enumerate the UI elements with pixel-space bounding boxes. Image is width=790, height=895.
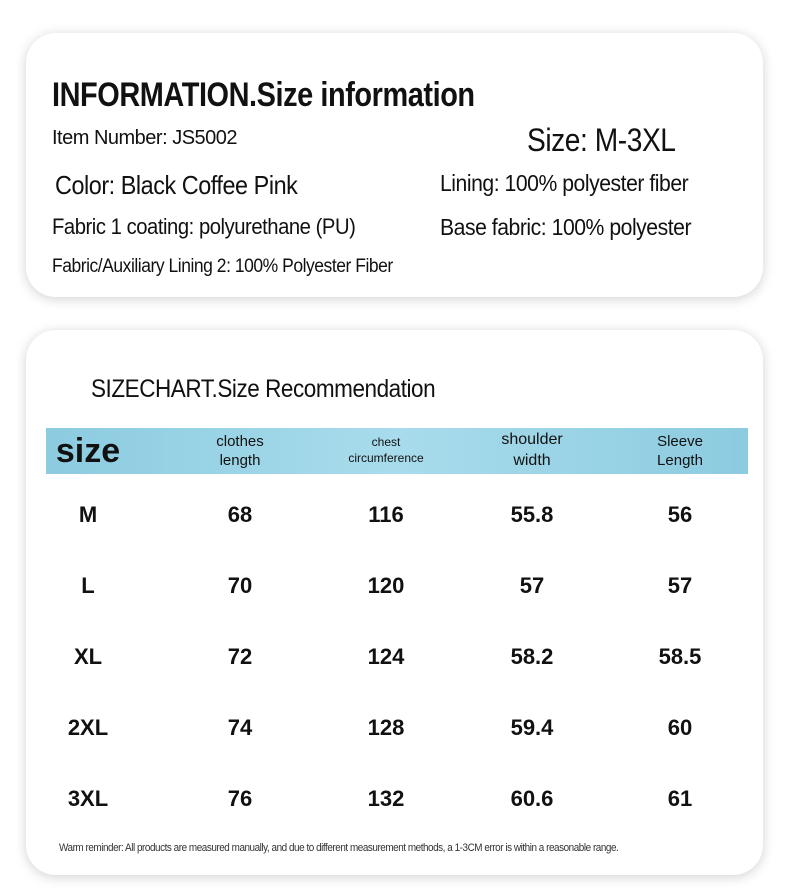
- table-cell: 72: [227, 644, 253, 669]
- column-header: clothes length: [216, 432, 264, 470]
- table-cell: 57: [519, 573, 545, 598]
- table-cell: 60: [667, 715, 693, 740]
- table-cell: M: [78, 502, 98, 527]
- table-cell: 128: [367, 715, 405, 740]
- table-cell: 2XL: [67, 715, 109, 740]
- table-cell: 55.8: [510, 502, 554, 527]
- table-cell: 68: [227, 502, 253, 527]
- table-cell: 120: [367, 573, 405, 598]
- chart-title: SIZECHART.Size Recommendation: [91, 375, 436, 403]
- table-cell: 70: [227, 573, 253, 598]
- table-cell: 3XL: [67, 786, 109, 811]
- table-cell: 60.6: [510, 786, 554, 811]
- base-fabric: Base fabric: 100% polyester: [440, 214, 692, 240]
- item-number: Item Number: JS5002: [52, 127, 238, 149]
- table-cell: 59.4: [510, 715, 554, 740]
- table-cell: 61: [667, 786, 693, 811]
- fabric-1: Fabric 1 coating: polyurethane (PU): [52, 214, 356, 239]
- column-header: Sleeve Length: [657, 432, 703, 470]
- table-cell: 57: [667, 573, 693, 598]
- info-card: [26, 33, 763, 297]
- info-title: INFORMATION.Size information: [52, 76, 475, 114]
- table-cell: 124: [367, 644, 405, 669]
- table-cell: 132: [367, 786, 405, 811]
- table-cell: 58.2: [510, 644, 554, 669]
- lining: Lining: 100% polyester fiber: [440, 170, 689, 196]
- fabric-2: Fabric/Auxiliary Lining 2: 100% Polyeste…: [52, 256, 393, 277]
- table-cell: 58.5: [658, 644, 702, 669]
- column-header: shoulder width: [501, 431, 563, 469]
- header-band: [46, 428, 748, 474]
- table-cell: 116: [368, 502, 404, 527]
- table-cell: 56: [667, 502, 693, 527]
- table-cell: L: [81, 573, 95, 598]
- size-range: Size: M-3XL: [527, 122, 676, 158]
- column-header: size: [55, 431, 121, 470]
- chart-card: [26, 330, 763, 875]
- table-cell: XL: [73, 644, 103, 669]
- table-cell: 76: [227, 786, 253, 811]
- column-header: chest circumference: [348, 435, 424, 465]
- note: Warm reminder: All products are measured…: [59, 842, 619, 854]
- color: Color: Black Coffee Pink: [55, 170, 298, 200]
- table-cell: 74: [227, 715, 253, 740]
